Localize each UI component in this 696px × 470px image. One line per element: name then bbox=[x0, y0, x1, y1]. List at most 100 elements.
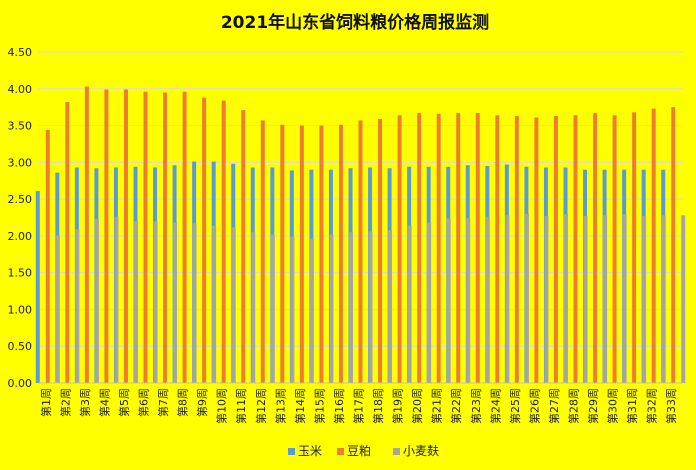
bar-wheat-bran bbox=[270, 234, 275, 383]
bar-wheat-bran bbox=[466, 218, 471, 383]
x-tick-label: 第25周 bbox=[508, 388, 522, 424]
bar-soymeal bbox=[573, 115, 578, 383]
bar-soymeal bbox=[534, 117, 539, 383]
bar-soymeal bbox=[436, 113, 441, 383]
bar-wheat-bran bbox=[114, 216, 119, 383]
bar-wheat-bran bbox=[231, 227, 236, 383]
y-tick-label: 4.50 bbox=[8, 46, 33, 59]
x-tick-label: 第2周 bbox=[58, 388, 72, 417]
y-tick-label: 4.00 bbox=[8, 83, 33, 96]
bar-soymeal bbox=[104, 89, 109, 383]
x-tick-label: 第8周 bbox=[176, 388, 190, 417]
x-tick-label: 第30周 bbox=[606, 388, 620, 424]
bar-wheat-bran bbox=[212, 225, 217, 383]
bar-wheat-bran bbox=[583, 216, 588, 383]
bar-soymeal bbox=[84, 86, 89, 384]
bar-soymeal bbox=[475, 113, 480, 383]
x-tick-label: 第14周 bbox=[293, 388, 307, 424]
legend-label: 豆粕 bbox=[347, 443, 371, 458]
x-tick-label: 第9周 bbox=[195, 388, 209, 417]
legend-swatch bbox=[288, 448, 295, 455]
bar-wheat-bran bbox=[603, 215, 608, 383]
bar-soymeal bbox=[514, 115, 519, 383]
bar-wheat-bran bbox=[290, 236, 295, 383]
x-tick-label: 第24周 bbox=[488, 388, 502, 424]
x-tick-label: 第10周 bbox=[215, 388, 229, 424]
x-tick-label: 第21周 bbox=[430, 388, 444, 424]
bar-wheat-bran bbox=[661, 215, 666, 383]
bar-soymeal bbox=[260, 120, 265, 383]
y-tick-label: 3.50 bbox=[8, 120, 33, 133]
bar-wheat-bran bbox=[622, 214, 627, 383]
x-tick-label: 第26周 bbox=[527, 388, 541, 424]
bar-soymeal bbox=[456, 113, 461, 383]
bar-soymeal bbox=[241, 110, 246, 383]
bar-soymeal bbox=[553, 115, 558, 383]
x-tick-label: 第18周 bbox=[371, 388, 385, 424]
bar-soymeal bbox=[417, 113, 422, 383]
x-tick-label: 第12周 bbox=[254, 388, 268, 424]
x-tick-label: 第15周 bbox=[312, 388, 326, 424]
bar-wheat-bran bbox=[485, 216, 490, 383]
bar-wheat-bran bbox=[505, 215, 510, 383]
bar-soymeal bbox=[163, 92, 168, 383]
bar-wheat-bran bbox=[524, 213, 529, 383]
x-tick-label: 第13周 bbox=[273, 388, 287, 424]
bar-soymeal bbox=[319, 125, 324, 384]
x-tick-label: 第16周 bbox=[332, 388, 346, 424]
y-tick-label: 0.50 bbox=[8, 340, 33, 353]
x-tick-label: 第5周 bbox=[117, 388, 131, 417]
legend-swatch bbox=[337, 448, 344, 455]
bar-soymeal bbox=[593, 113, 598, 383]
x-tick-label: 第32周 bbox=[645, 388, 659, 424]
y-tick-label: 3.00 bbox=[8, 156, 33, 169]
x-tick-label: 第27周 bbox=[547, 388, 561, 424]
bar-wheat-bran bbox=[329, 234, 334, 383]
bar-soymeal bbox=[671, 107, 676, 384]
bar-corn bbox=[35, 191, 40, 383]
bar-wheat-bran bbox=[133, 221, 138, 383]
y-tick-label: 2.50 bbox=[8, 193, 33, 206]
x-tick-label: 第31周 bbox=[625, 388, 639, 424]
x-tick-label: 第29周 bbox=[586, 388, 600, 424]
y-tick-label: 0.00 bbox=[8, 377, 33, 390]
bar-soymeal bbox=[143, 91, 148, 383]
bar-soymeal bbox=[338, 124, 343, 383]
x-tick-label: 第33周 bbox=[664, 388, 678, 424]
bar-soymeal bbox=[280, 124, 285, 383]
bar-wheat-bran bbox=[251, 232, 256, 383]
x-tick-label: 第23周 bbox=[469, 388, 483, 424]
bar-soymeal bbox=[45, 129, 50, 383]
chart-title: 2021年山东省饲料粮价格周报监测 bbox=[221, 12, 489, 33]
bar-wheat-bran bbox=[681, 215, 686, 383]
x-tick-label: 第11周 bbox=[234, 388, 248, 424]
bar-soymeal bbox=[358, 120, 363, 383]
bar-wheat-bran bbox=[173, 222, 178, 383]
y-tick-label: 1.00 bbox=[8, 303, 33, 316]
x-tick-label: 第17周 bbox=[352, 388, 366, 424]
bar-soymeal bbox=[612, 115, 617, 383]
bar-wheat-bran bbox=[348, 232, 353, 383]
bar-wheat-bran bbox=[368, 231, 373, 383]
bar-wheat-bran bbox=[563, 214, 568, 383]
x-tick-label: 第3周 bbox=[78, 388, 92, 417]
x-axis: 第1周 第2周 第3周 第4周 第5周 第6周 第7周 第8周 第9周 第10周 第11周 第12周第… bbox=[38, 382, 683, 424]
x-tick-label: 第1周 bbox=[39, 388, 53, 417]
bar-soymeal bbox=[182, 91, 187, 383]
y-tick-label: 1.50 bbox=[8, 267, 33, 280]
bar-soymeal bbox=[123, 89, 128, 383]
legend: 玉米 豆粕 小麦麸 bbox=[288, 443, 439, 458]
bar-wheat-bran bbox=[388, 230, 393, 383]
legend-label: 玉米 bbox=[298, 444, 322, 458]
bar-wheat-bran bbox=[407, 225, 412, 383]
bar-wheat-bran bbox=[55, 235, 60, 383]
bar-soymeal bbox=[65, 102, 70, 384]
x-tick-label: 第20周 bbox=[410, 388, 424, 424]
bar-wheat-bran bbox=[544, 216, 549, 383]
bars bbox=[35, 86, 686, 384]
y-axis: 0.00 0.50 1.00 1.50 2.00 2.50 3.00 3.50 4.00 4.50 bbox=[8, 46, 33, 390]
x-tick-label: 第4周 bbox=[97, 388, 111, 417]
bar-wheat-bran bbox=[75, 229, 80, 383]
bar-wheat-bran bbox=[153, 221, 158, 383]
x-tick-label: 第22周 bbox=[449, 388, 463, 424]
